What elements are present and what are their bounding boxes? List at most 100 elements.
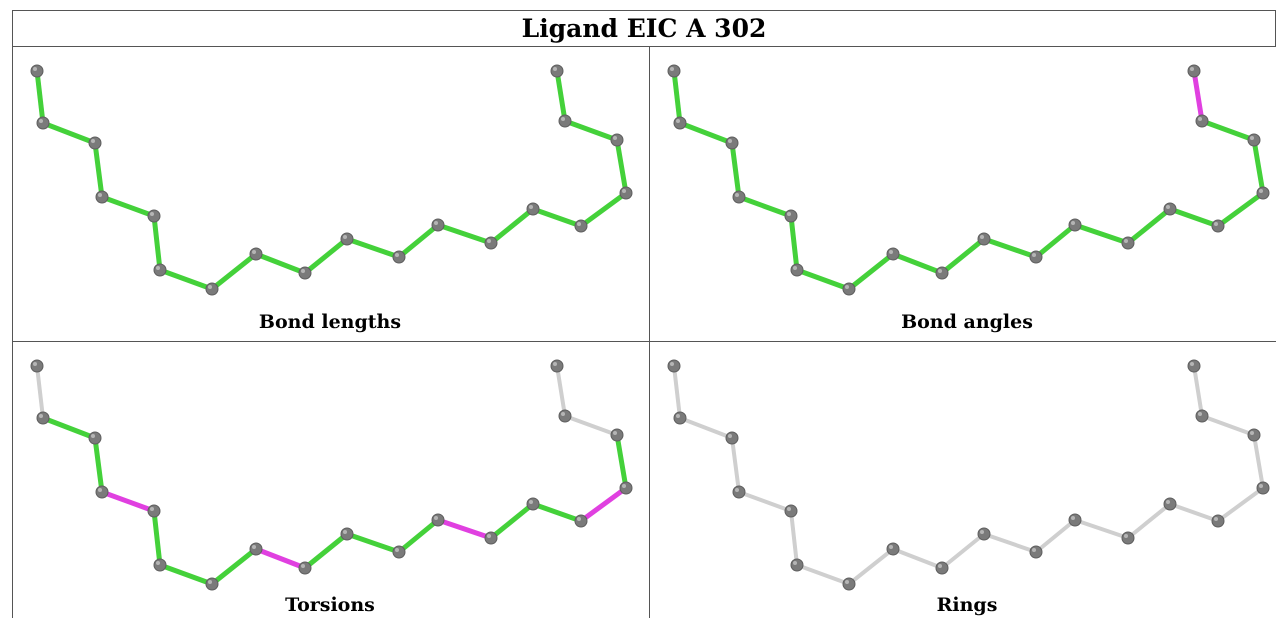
atom-highlight — [553, 362, 557, 366]
bond-good — [488, 206, 536, 246]
atom — [95, 485, 109, 499]
atom — [1029, 545, 1043, 559]
atom-highlight — [577, 517, 581, 521]
bond-good — [1199, 118, 1257, 143]
atom — [673, 411, 687, 425]
atom-highlight — [980, 530, 984, 534]
atom — [298, 266, 312, 280]
bond-good — [1215, 190, 1266, 229]
atom — [431, 218, 445, 232]
molecule-diagram-bond-lengths — [30, 64, 633, 296]
atom-highlight — [561, 412, 565, 416]
atom-highlight — [1166, 500, 1170, 504]
grid-line-center — [649, 46, 650, 618]
bond-neutral — [35, 364, 45, 420]
atom-highlight — [735, 488, 739, 492]
atom — [205, 282, 219, 296]
atom-highlight — [487, 239, 491, 243]
bond-good — [614, 432, 629, 491]
atom-highlight — [938, 564, 942, 568]
atom-highlight — [793, 266, 797, 270]
atom — [935, 266, 949, 280]
atom-highlight — [889, 250, 893, 254]
atom — [88, 431, 102, 445]
bond-neutral — [1192, 364, 1204, 418]
bond-good — [151, 508, 163, 568]
atom-highlight — [622, 189, 626, 193]
bond-neutral — [555, 364, 567, 418]
atom — [574, 514, 588, 528]
atom-highlight — [787, 212, 791, 216]
atom-highlight — [208, 285, 212, 289]
atom — [558, 409, 572, 423]
atom — [550, 64, 564, 78]
atom-highlight — [33, 362, 37, 366]
bond-outlier — [253, 546, 308, 571]
atom — [558, 114, 572, 128]
bond-good — [302, 531, 350, 571]
atom-highlight — [1198, 117, 1202, 121]
atom-highlight — [98, 488, 102, 492]
atom-highlight — [33, 67, 37, 71]
molecule-diagram-torsions — [30, 359, 633, 591]
atom-highlight — [343, 235, 347, 239]
bond-good — [981, 236, 1039, 260]
bond-good — [614, 137, 629, 196]
atom-highlight — [1198, 412, 1202, 416]
atom — [790, 558, 804, 572]
atom-highlight — [1124, 534, 1128, 538]
bond-good — [736, 194, 794, 219]
bond-neutral — [940, 532, 986, 570]
bond-neutral — [1126, 502, 1172, 540]
bond-good — [846, 251, 896, 292]
bond-neutral — [1200, 414, 1256, 437]
atom-highlight — [1190, 67, 1194, 71]
atom — [1163, 202, 1177, 216]
bond-neutral — [1073, 518, 1130, 540]
atom-highlight — [529, 500, 533, 504]
bond-good — [1251, 137, 1266, 196]
atom — [431, 513, 445, 527]
atom-highlight — [676, 414, 680, 418]
atom — [886, 542, 900, 556]
atom — [249, 542, 263, 556]
atom — [392, 250, 406, 264]
atom-highlight — [793, 561, 797, 565]
panel-bond-angles: Bond angles — [650, 47, 1276, 341]
atom — [147, 209, 161, 223]
atom-highlight — [676, 119, 680, 123]
bond-neutral — [1252, 433, 1265, 490]
atom — [1029, 250, 1043, 264]
atom-highlight — [156, 561, 160, 565]
atom — [340, 232, 354, 246]
figure-frame: Ligand EIC A 302 Bond lengths Bond angle… — [12, 10, 1276, 618]
atom — [732, 485, 746, 499]
atom-highlight — [39, 414, 43, 418]
atom — [667, 64, 681, 78]
atom-highlight — [938, 269, 942, 273]
atom-highlight — [670, 362, 674, 366]
atom — [784, 209, 798, 223]
atom — [667, 359, 681, 373]
atom — [842, 282, 856, 296]
atom-highlight — [1259, 484, 1263, 488]
atom — [1256, 186, 1270, 200]
bond-good — [1167, 206, 1221, 229]
atom — [550, 359, 564, 373]
atom-highlight — [301, 269, 305, 273]
figure-title: Ligand EIC A 302 — [12, 10, 1276, 46]
bond-good — [1033, 222, 1078, 260]
atom-highlight — [395, 253, 399, 257]
bond-good — [890, 251, 945, 276]
atom — [725, 431, 739, 445]
bond-good — [157, 562, 215, 587]
atom — [1247, 133, 1261, 147]
atom-highlight — [1214, 517, 1218, 521]
atom-highlight — [1190, 362, 1194, 366]
atom — [610, 428, 624, 442]
atom-highlight — [1032, 548, 1036, 552]
atom-highlight — [889, 545, 893, 549]
atom-highlight — [613, 136, 617, 140]
atom — [147, 504, 161, 518]
atom-highlight — [845, 285, 849, 289]
